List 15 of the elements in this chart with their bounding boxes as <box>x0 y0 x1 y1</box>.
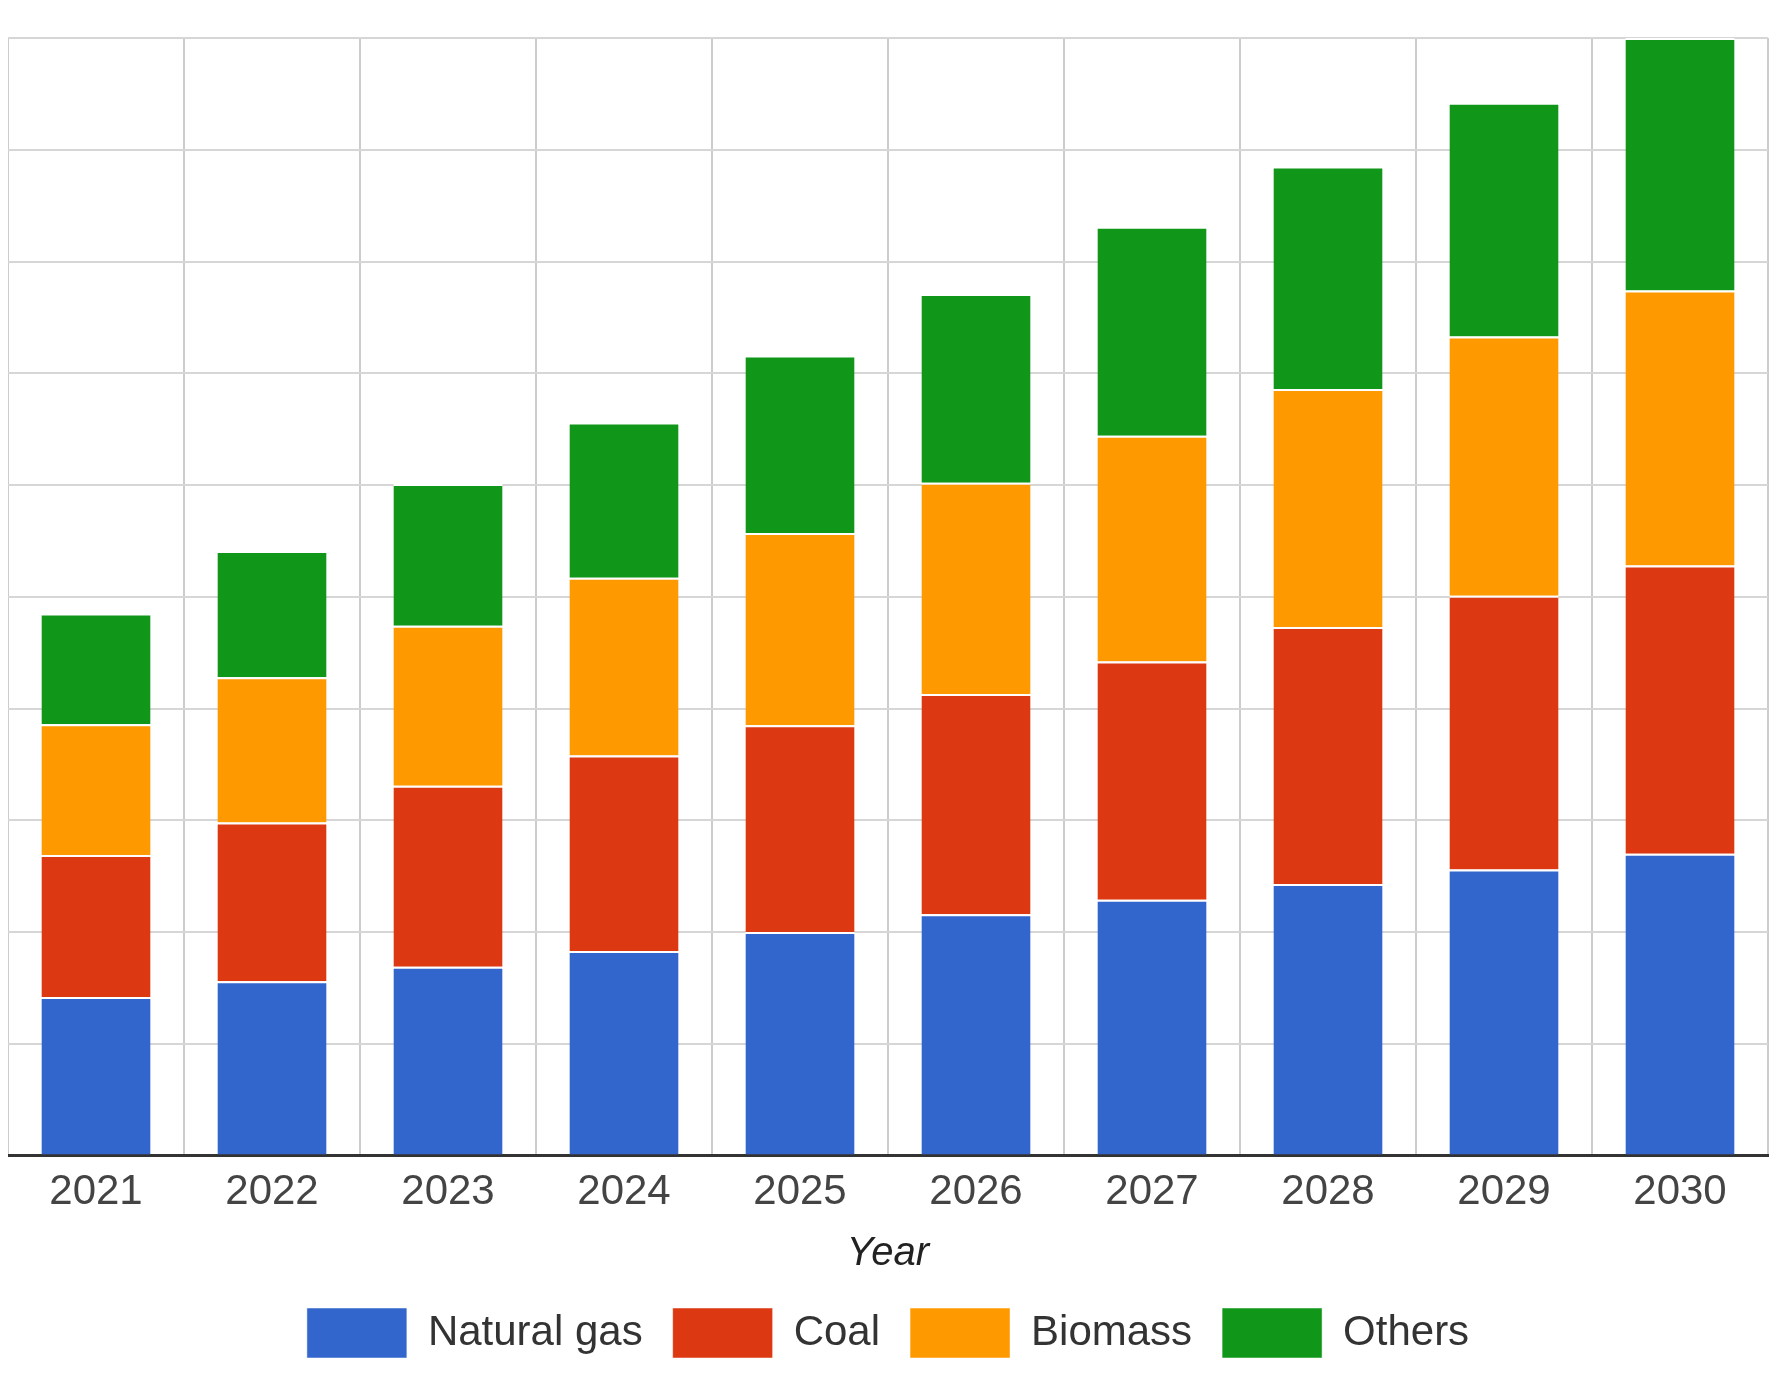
x-tick-label: 2021 <box>49 1166 143 1214</box>
x-tick-label: 2029 <box>1457 1166 1551 1214</box>
legend-label: Natural gas <box>427 1306 643 1354</box>
x-tick-label: 2024 <box>577 1166 671 1214</box>
x-tick-label: 2028 <box>1281 1166 1375 1214</box>
x-tick-label: 2025 <box>753 1166 847 1214</box>
x-tick-label: 2023 <box>401 1166 495 1214</box>
legend-label: Biomass <box>1031 1306 1193 1354</box>
legend-label: Coal <box>793 1306 881 1354</box>
x-tick-label: 2026 <box>929 1166 1023 1214</box>
x-tick-label: 2030 <box>1633 1166 1727 1214</box>
x-axis-title: Year <box>846 1229 931 1274</box>
legend-label: Others <box>1343 1306 1470 1354</box>
x-tick-label: 2022 <box>225 1166 319 1214</box>
x-tick-label: 2027 <box>1105 1166 1199 1214</box>
